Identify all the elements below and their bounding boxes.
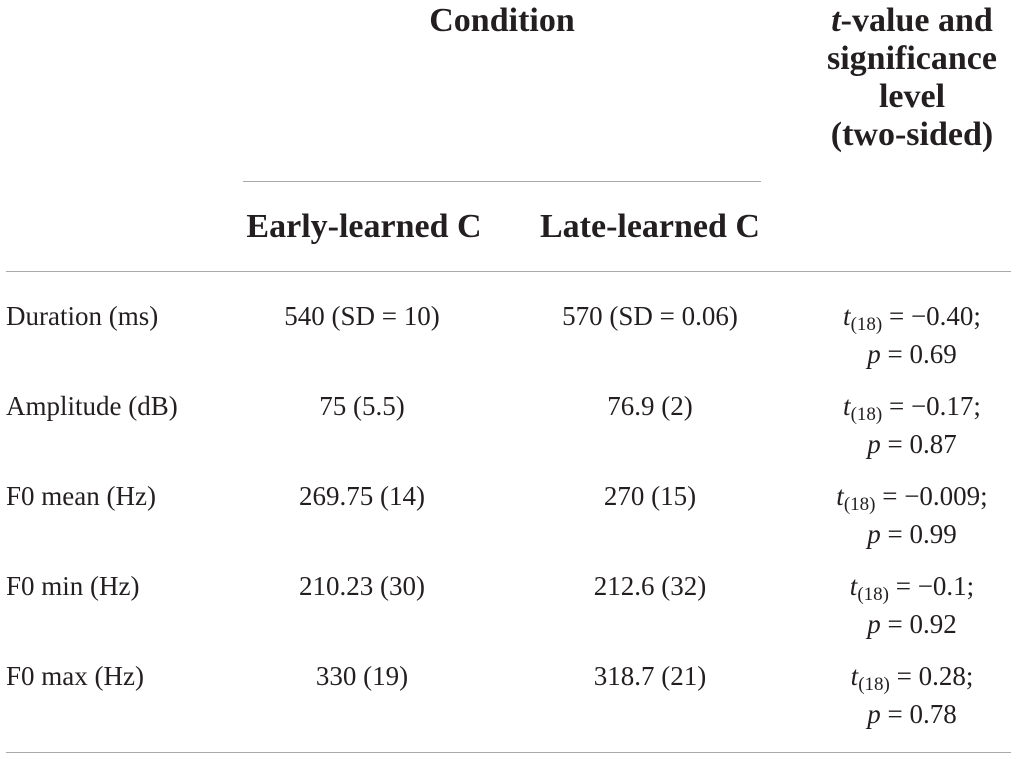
degrees-of-freedom: (18) (843, 494, 876, 515)
p-symbol: p (867, 699, 881, 729)
t-statistic: t(18) = 0.28; (808, 657, 1016, 695)
degrees-of-freedom: (18) (850, 404, 883, 425)
t-test-result: t(18) = −0.40; p = 0.69 (808, 297, 1016, 373)
p-statistic: p = 0.69 (808, 335, 1016, 373)
t-symbol: t (850, 661, 859, 691)
row-label: F0 mean (Hz) (6, 481, 156, 511)
t-statistic: t(18) = −0.17; (808, 387, 1016, 425)
condition-spanner-rule (243, 181, 761, 182)
degrees-of-freedom: (18) (857, 584, 889, 605)
late-value: 270 (15) (603, 481, 697, 511)
p-symbol: p (867, 429, 881, 459)
t-symbol: t (849, 571, 858, 601)
t-test-result: t(18) = 0.28; p = 0.78 (808, 657, 1016, 733)
header-bottom-rule (6, 271, 1011, 272)
t-value: = 0.28; (889, 661, 974, 691)
row-label: Amplitude (dB) (6, 391, 178, 421)
t-test-result: t(18) = −0.009; p = 0.99 (808, 477, 1016, 553)
p-statistic: p = 0.92 (808, 605, 1016, 643)
t-symbol: t (843, 301, 851, 331)
col-header-early-learned: Early-learned C (246, 208, 482, 245)
early-value: 75 (5.5) (319, 391, 405, 421)
stat-header-line-1-rest: -value and (840, 2, 993, 39)
stat-header-line-1: t-value and (808, 2, 1016, 40)
t-test-result: t(18) = −0.1; p = 0.92 (808, 567, 1016, 643)
p-value: = 0.87 (880, 429, 957, 459)
col-header-late-learned: Late-learned C (539, 208, 760, 245)
t-symbol: t (831, 2, 841, 39)
p-value: = 0.92 (880, 609, 957, 639)
t-value: = −0.1; (888, 571, 975, 601)
stat-header: t-value and significance level (two-side… (808, 2, 1016, 154)
stat-header-line-2: significance (827, 40, 997, 77)
t-symbol: t (836, 481, 844, 511)
p-statistic: p = 0.99 (808, 515, 1016, 553)
row-label: F0 max (Hz) (6, 661, 144, 691)
early-value: 330 (19) (315, 661, 409, 691)
t-value: = −0.17; (882, 391, 981, 421)
late-value: 76.9 (2) (607, 391, 693, 421)
row-label: Duration (ms) (6, 301, 159, 331)
stat-header-line-4: (two-sided) (830, 116, 994, 153)
t-value: = −0.009; (875, 481, 988, 511)
p-statistic: p = 0.78 (808, 695, 1016, 733)
early-value: 540 (SD = 10) (284, 301, 440, 331)
t-statistic: t(18) = −0.1; (808, 567, 1016, 605)
p-symbol: p (867, 609, 881, 639)
p-symbol: p (867, 339, 881, 369)
degrees-of-freedom: (18) (858, 674, 890, 695)
t-test-result: t(18) = −0.17; p = 0.87 (808, 387, 1016, 463)
late-value: 570 (SD = 0.06) (562, 301, 738, 331)
t-symbol: t (843, 391, 851, 421)
p-statistic: p = 0.87 (808, 425, 1016, 463)
p-symbol: p (867, 519, 881, 549)
early-value: 269.75 (14) (299, 481, 425, 511)
stat-header-line-3: level (878, 78, 946, 115)
condition-header: Condition (429, 2, 575, 39)
degrees-of-freedom: (18) (850, 314, 883, 335)
early-value: 210.23 (30) (299, 571, 425, 601)
late-value: 318.7 (21) (593, 661, 707, 691)
t-statistic: t(18) = −0.40; (808, 297, 1016, 335)
table-bottom-rule (6, 752, 1011, 753)
late-value: 212.6 (32) (593, 571, 707, 601)
p-value: = 0.99 (880, 519, 957, 549)
t-value: = −0.40; (882, 301, 981, 331)
p-value: = 0.69 (880, 339, 957, 369)
t-statistic: t(18) = −0.009; (808, 477, 1016, 515)
p-value: = 0.78 (880, 699, 957, 729)
row-label: F0 min (Hz) (6, 571, 140, 601)
